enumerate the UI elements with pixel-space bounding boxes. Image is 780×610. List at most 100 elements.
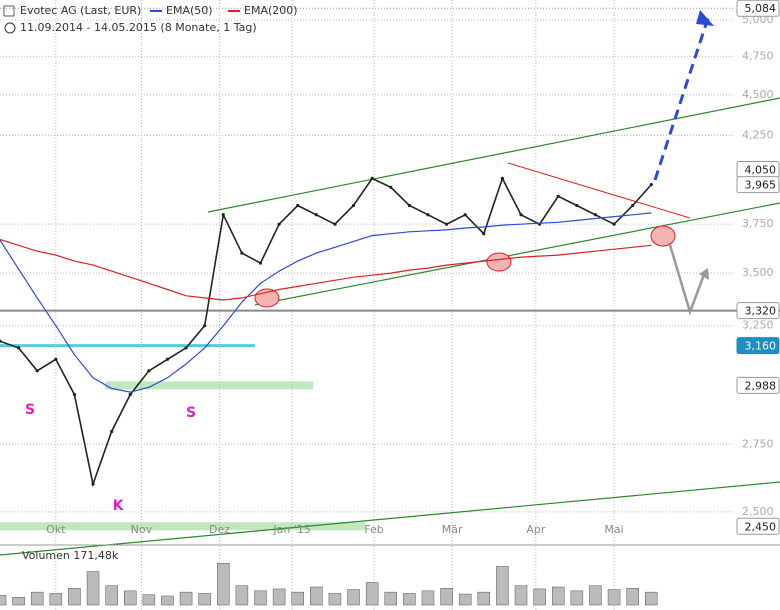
price-point bbox=[575, 203, 579, 208]
price-point bbox=[556, 194, 560, 198]
level-label: 4,050 bbox=[745, 164, 777, 177]
price-point bbox=[370, 176, 374, 180]
price-point bbox=[203, 324, 207, 328]
pattern-label: S bbox=[25, 402, 35, 418]
volume-bar bbox=[272, 588, 286, 606]
volume-bar bbox=[235, 585, 249, 606]
level-label: 2,988 bbox=[745, 379, 777, 392]
y-tick-label: 3,750 bbox=[742, 217, 774, 230]
price-point bbox=[631, 203, 635, 208]
volume-label: Volumen 171,48k bbox=[22, 549, 119, 562]
volume-bar bbox=[533, 588, 546, 606]
price-point bbox=[593, 213, 598, 217]
volume-bar bbox=[440, 588, 453, 606]
price-line bbox=[0, 176, 652, 488]
price-point bbox=[35, 369, 39, 373]
chart-title: Evotec AG (Last, EUR) bbox=[20, 4, 141, 17]
volume-bar bbox=[551, 586, 565, 606]
price-point bbox=[258, 261, 263, 265]
volume-bar bbox=[12, 597, 25, 606]
y-tick-label: 2,500 bbox=[742, 505, 774, 518]
resistance-line bbox=[507, 162, 691, 219]
ema-line bbox=[0, 238, 652, 301]
volume-bar bbox=[30, 591, 44, 606]
volume-bar bbox=[105, 585, 118, 606]
level-box bbox=[736, 0, 780, 17]
marker-circle bbox=[650, 225, 676, 247]
volume-bar bbox=[347, 589, 360, 606]
level-box bbox=[736, 517, 780, 535]
volume-bar bbox=[254, 590, 267, 606]
volume-bar bbox=[384, 591, 398, 606]
volume-bar bbox=[645, 591, 658, 606]
arrow-head bbox=[699, 268, 709, 280]
volume-bar bbox=[496, 566, 509, 606]
level-label: 5,084 bbox=[745, 2, 777, 15]
price-point bbox=[184, 346, 188, 350]
level-band bbox=[105, 381, 313, 390]
price-point bbox=[296, 203, 300, 208]
clock-icon bbox=[4, 22, 16, 34]
price-point bbox=[333, 222, 337, 226]
volume-bar bbox=[179, 591, 193, 606]
price-point bbox=[612, 222, 616, 226]
price-point bbox=[407, 203, 411, 208]
price-point bbox=[649, 183, 653, 187]
level-box bbox=[736, 176, 780, 194]
price-point bbox=[54, 357, 58, 361]
price-point bbox=[128, 392, 132, 397]
volume-bar bbox=[142, 594, 156, 606]
price-point bbox=[240, 251, 244, 255]
volume-bar bbox=[403, 593, 416, 606]
price-point bbox=[314, 213, 318, 217]
price-point bbox=[444, 222, 449, 226]
price-point bbox=[351, 203, 356, 208]
y-tick-label: 2,750 bbox=[742, 437, 774, 450]
scenario-arrow bbox=[668, 244, 707, 316]
price-point bbox=[147, 369, 151, 373]
price-point bbox=[482, 232, 486, 236]
trend-channel bbox=[207, 97, 780, 213]
chart-icon bbox=[3, 5, 15, 17]
volume-bar bbox=[458, 593, 472, 606]
pattern-label: S bbox=[186, 405, 196, 421]
x-tick-label: Okt bbox=[46, 523, 66, 536]
x-tick-label: Jan '15 bbox=[272, 523, 310, 536]
price-point bbox=[221, 213, 225, 217]
volume-bar bbox=[217, 562, 230, 606]
marker-circle bbox=[486, 252, 512, 272]
chart-subtitle: 11.09.2014 - 14.05.2015 (8 Monate, 1 Tag… bbox=[20, 21, 257, 34]
volume-bar bbox=[291, 591, 304, 606]
volume-bar bbox=[421, 590, 435, 606]
level-box bbox=[736, 337, 780, 355]
volume-bar bbox=[49, 593, 63, 606]
volume-bar bbox=[570, 590, 584, 606]
y-tick-label: 4,750 bbox=[742, 49, 774, 62]
price-point bbox=[165, 357, 170, 361]
legend-label: EMA(50) bbox=[166, 4, 213, 17]
volume-bar bbox=[198, 593, 211, 606]
price-point bbox=[110, 429, 114, 434]
level-box bbox=[736, 302, 780, 320]
target-arrow bbox=[653, 17, 710, 181]
price-point bbox=[389, 185, 393, 189]
x-tick-label: Feb bbox=[364, 523, 383, 536]
level-label: 2,450 bbox=[745, 520, 777, 533]
volume-bar bbox=[124, 590, 137, 606]
x-tick-label: Dez bbox=[209, 523, 230, 536]
level-label: 3,160 bbox=[745, 340, 777, 353]
y-tick-label: 3,500 bbox=[742, 266, 774, 279]
price-point bbox=[426, 213, 430, 217]
level-box bbox=[736, 376, 780, 394]
x-tick-label: Mai bbox=[604, 523, 623, 536]
pattern-label: K bbox=[113, 498, 125, 514]
price-point bbox=[277, 222, 281, 226]
trend-channel bbox=[254, 202, 780, 306]
volume-bar bbox=[514, 585, 528, 606]
volume-bar bbox=[0, 595, 7, 606]
volume-bar bbox=[161, 595, 174, 606]
ema-line bbox=[0, 212, 652, 393]
trend-line bbox=[0, 481, 780, 556]
y-tick-label: 4,500 bbox=[742, 88, 774, 101]
price-point bbox=[519, 213, 523, 217]
